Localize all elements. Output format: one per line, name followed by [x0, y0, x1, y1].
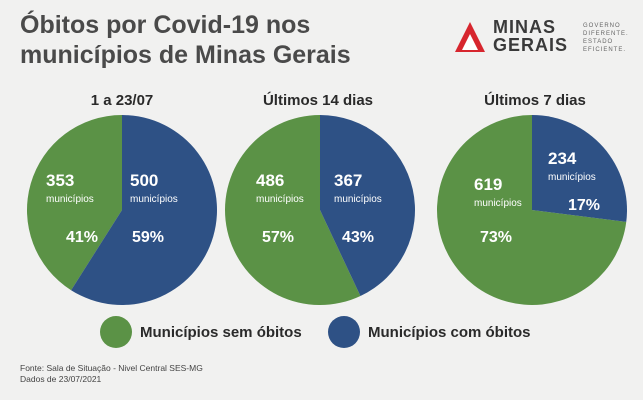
pie-1-percent-1: 59%	[132, 229, 164, 246]
pie-1-slice-com-obitos	[71, 115, 217, 305]
source-line-2: Dados de 23/07/2021	[20, 374, 102, 384]
pie-2-title: Últimos 14 dias	[262, 92, 374, 109]
pie-2-unit-0: municípios	[256, 194, 304, 205]
pie-2-slice-sem-obitos	[225, 114, 361, 305]
pie-3-unit-0: municípios	[474, 198, 522, 209]
pie-3-slice-sem-obitos	[437, 115, 627, 306]
legend-label-sem-obitos: Municípios sem óbitos	[140, 324, 302, 341]
pie-1-count-1: 500	[130, 171, 158, 190]
pie-2-percent-1: 43%	[342, 229, 374, 246]
pie-1-unit-0: municípios	[46, 194, 94, 205]
logo-tagline: GOVERNO DIFERENTE. ESTADO EFICIENTE.	[583, 23, 629, 53]
pie-charts: 353 municípios 41% 500 municípios 59% 486 munic…	[26, 114, 627, 306]
pie-2-count-0: 486	[256, 171, 284, 190]
pie-3-percent-1: 17%	[568, 197, 600, 214]
title-line-1: Óbitos por Covid-19 nos	[20, 11, 311, 39]
pie-2-count-1: 367	[334, 171, 362, 190]
page-title: Óbitos por Covid-19 nos municípios de Mi…	[20, 10, 420, 70]
pie-2-unit-1: municípios	[334, 194, 382, 205]
pie-3-count-0: 619	[474, 175, 502, 194]
pie-1-slice-sem-obitos	[26, 115, 123, 291]
legend-label-com-obitos: Municípios com óbitos	[368, 324, 531, 341]
triangle-logo-icon	[455, 22, 485, 52]
pie-3-slice-com-obitos	[532, 115, 627, 222]
legend-swatch-green	[100, 316, 132, 348]
source-note: Fonte: Sala de Situação - Nivel Central …	[20, 363, 203, 385]
pie-1-title: 1 a 23/07	[90, 92, 154, 109]
pie-1-count-0: 353	[46, 171, 74, 190]
pie-2-slice-com-obitos	[320, 115, 415, 296]
title-line-2: municípios de Minas Gerais	[20, 41, 351, 69]
logo-brand: MINAS GERAIS	[493, 17, 569, 55]
pie-1-unit-1: municípios	[130, 194, 178, 205]
pie-3-percent-0: 73%	[480, 229, 512, 246]
minas-gerais-logo: MINAS GERAIS GOVERNO DIFERENTE. ESTADO E…	[453, 18, 633, 62]
pie-3-title: Últimos 7 dias	[484, 92, 586, 109]
pie-1-percent-0: 41%	[66, 229, 98, 246]
legend-swatch-blue	[328, 316, 360, 348]
pie-2-percent-0: 57%	[262, 229, 294, 246]
pie-3-count-1: 234	[548, 149, 577, 168]
source-line-1: Fonte: Sala de Situação - Nivel Central …	[20, 363, 203, 373]
pie-3-unit-1: municípios	[548, 172, 596, 183]
